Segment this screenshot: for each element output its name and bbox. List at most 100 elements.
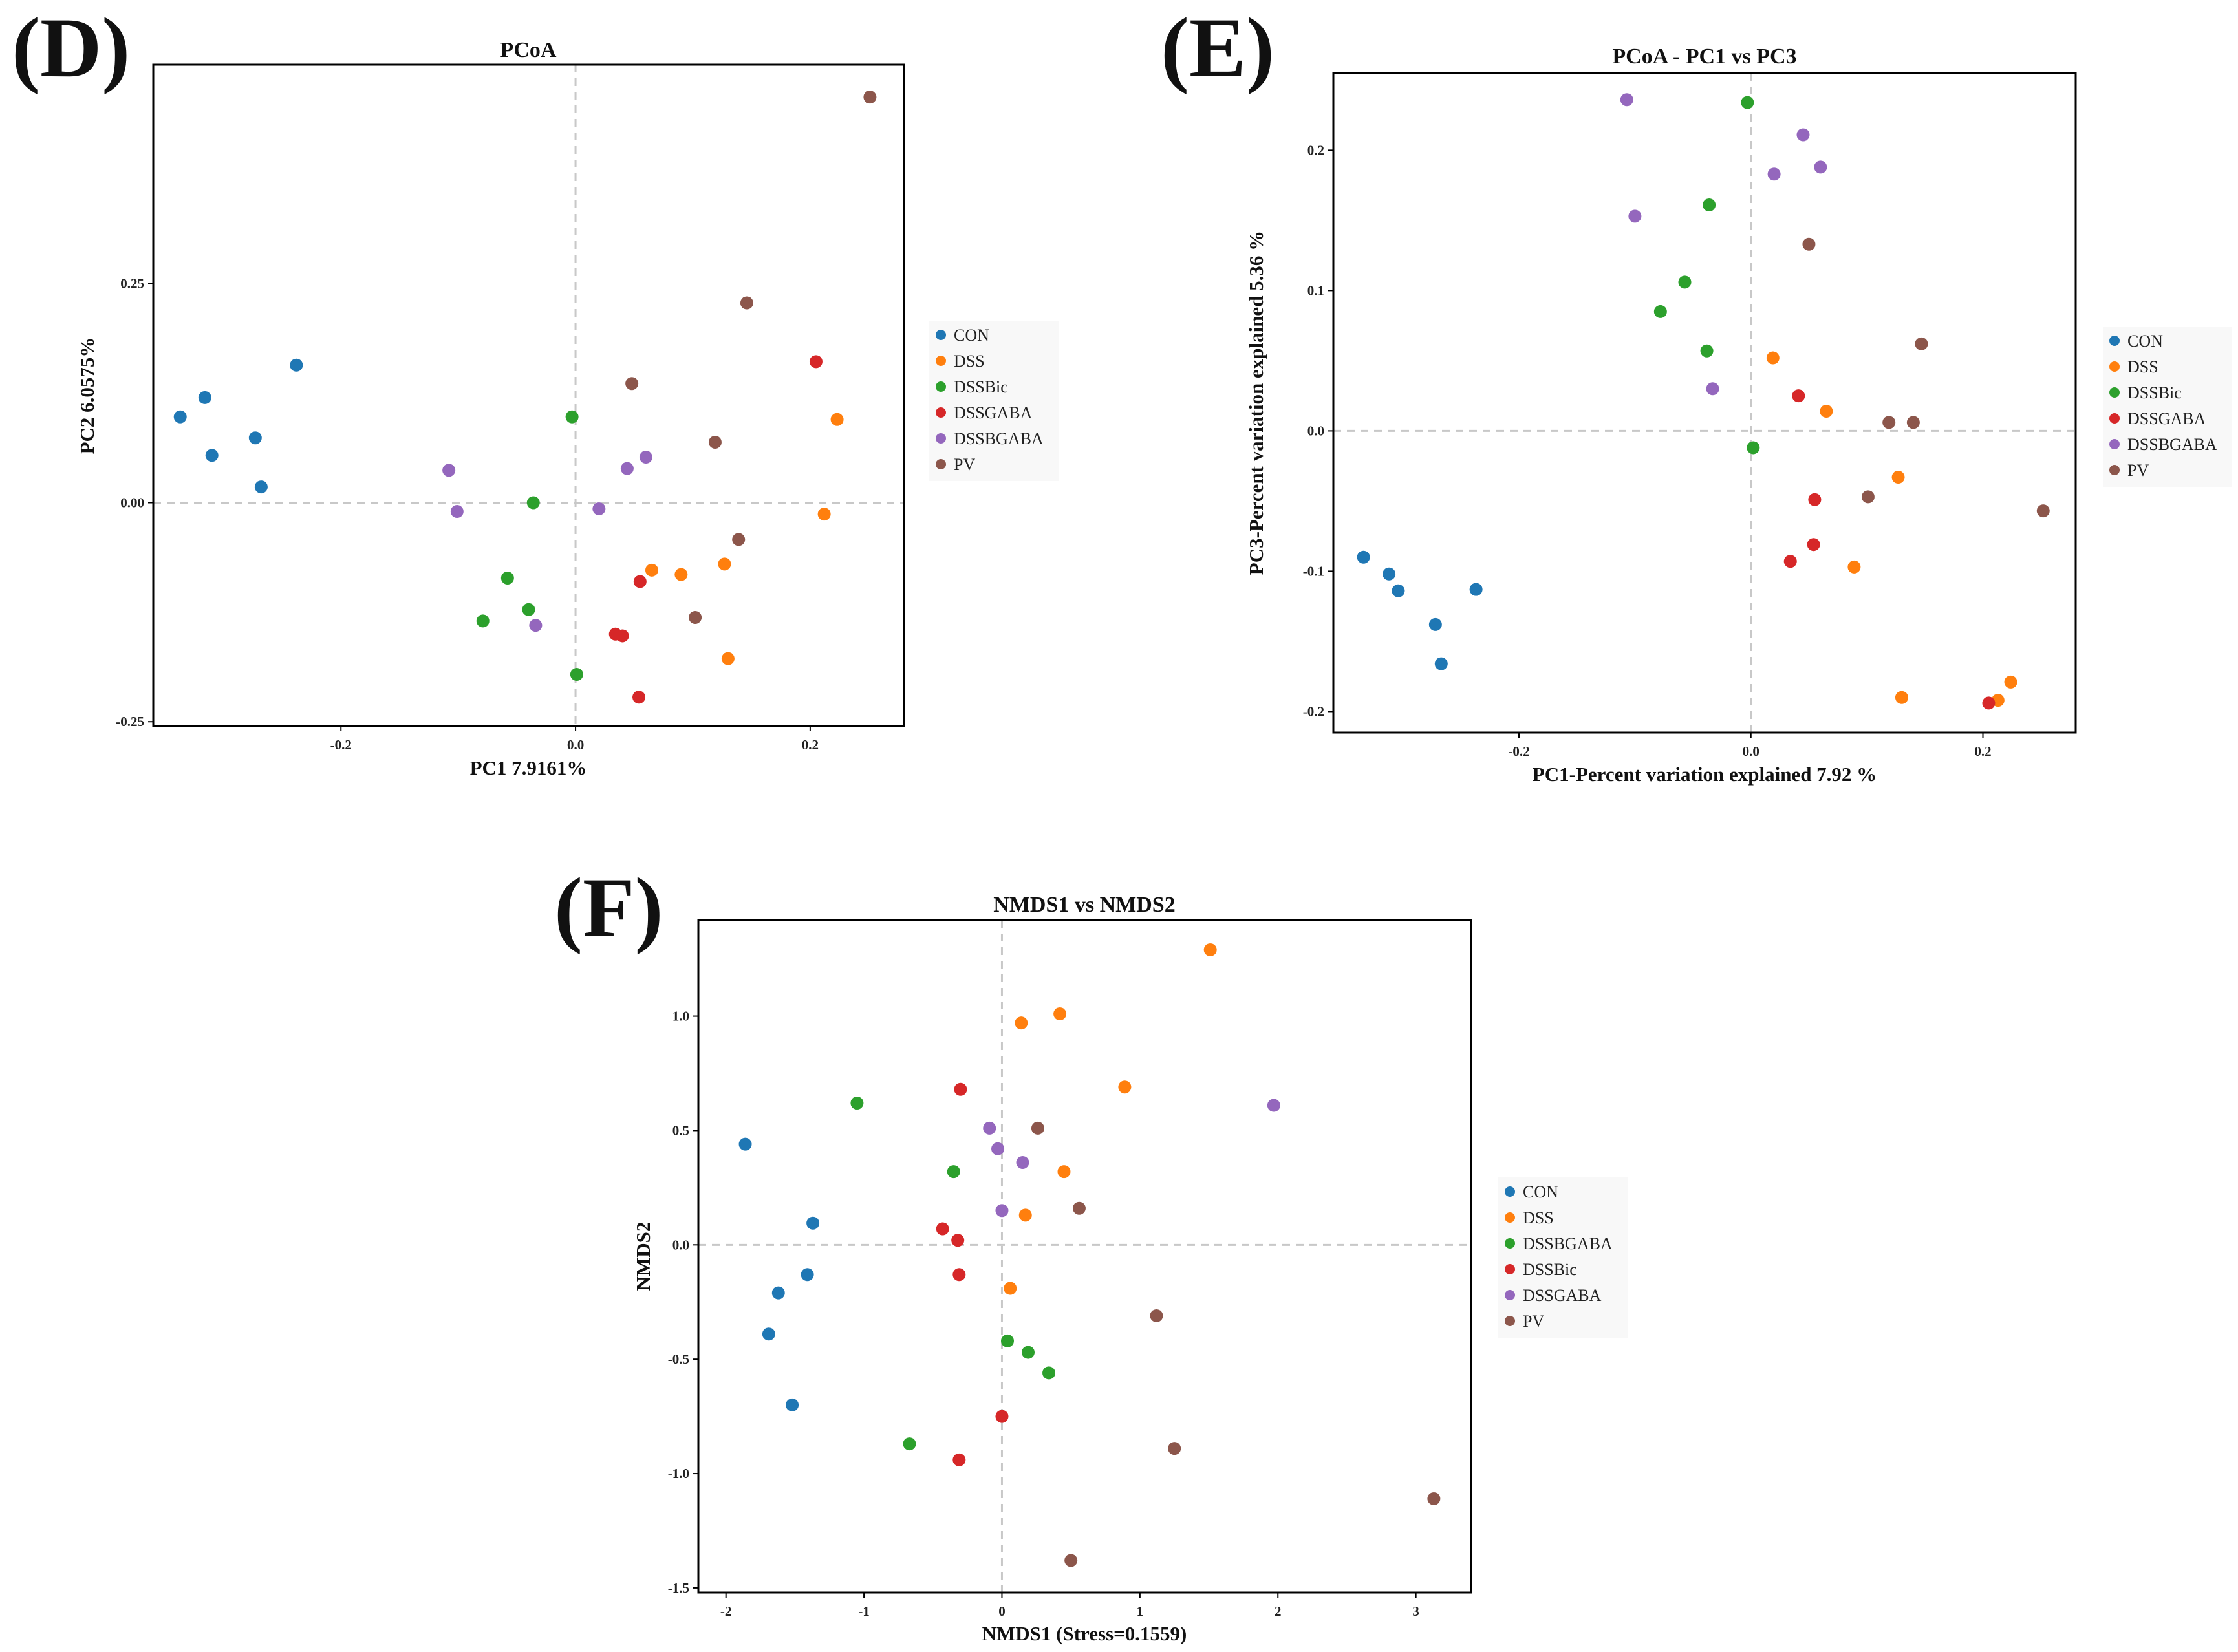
data-point-dssbic (1741, 96, 1754, 109)
y-tick-label: 0.5 (672, 1122, 689, 1138)
data-point-dss (1018, 1208, 1032, 1222)
data-point-dssbic (1700, 344, 1714, 358)
data-point-dss (1057, 1165, 1071, 1179)
y-tick-label: 0.0 (1307, 423, 1324, 438)
data-point-pv (625, 377, 639, 391)
data-point-dssbic (500, 572, 514, 585)
data-point-con (801, 1268, 814, 1282)
data-point-dssbic (952, 1453, 966, 1466)
legend-label: DSSBGABA (1523, 1234, 1613, 1253)
legend-label: DSS (1523, 1208, 1554, 1227)
chart-title: PCoA - PC1 vs PC3 (1612, 45, 1796, 69)
y-tick-label: 0.1 (1307, 283, 1324, 298)
legend-marker-con (1505, 1186, 1515, 1197)
data-point-pv (1906, 416, 1920, 429)
data-point-con (1428, 617, 1442, 631)
data-point-dssbgaba (529, 619, 543, 632)
y-tick-label: 0.25 (120, 276, 144, 292)
legend-label: CON (1523, 1183, 1558, 1201)
data-point-pv (1427, 1492, 1441, 1505)
legend-label: DSSGABA (1523, 1286, 1602, 1305)
data-point-dssgaba (1783, 555, 1797, 568)
data-point-con (205, 449, 219, 462)
data-point-dssbic (1653, 305, 1667, 318)
series-dssbgaba-points (442, 451, 652, 632)
series-dssbgaba-points (1620, 93, 1827, 396)
legend-marker-con (936, 330, 946, 340)
data-point-dss (718, 557, 731, 571)
data-point-dssbic (476, 614, 490, 628)
data-point-dssbgaba (1814, 160, 1827, 174)
data-point-dssbgaba (1767, 167, 1781, 181)
x-axis-label: PC1 7.9161% (470, 756, 587, 779)
chart-title: PCoA (500, 38, 557, 62)
data-point-dssbic (522, 603, 535, 616)
legend-background (2103, 327, 2232, 487)
nmds-chart: -2 -1 0 1 2 3 -1.5 -1.0 -0.5 0.0 0.5 1.0 NMDS1 vs NM… (632, 893, 1628, 1645)
y-axis-label: PC2 6.0575% (76, 338, 98, 455)
series-con-points (738, 1137, 820, 1411)
plot-frame (152, 63, 905, 727)
data-point-con (1434, 657, 1448, 670)
data-point-dss (830, 413, 844, 426)
y-tick-label: 1.0 (672, 1009, 689, 1024)
legend-background (1498, 1177, 1628, 1338)
data-point-dssgaba (1982, 696, 1996, 710)
legend-label: DSSBic (2127, 383, 2182, 402)
x-tick-label: 0.2 (1974, 744, 1991, 759)
data-point-dss (645, 563, 658, 577)
data-point-pv (732, 533, 746, 546)
legend-marker-dssgaba (1505, 1290, 1515, 1300)
y-axis-label: PC3-Percent variation explained 5.36 % (1245, 231, 1267, 575)
panel-label-f: (F) (554, 860, 663, 955)
data-point-dssbgaba (1001, 1334, 1014, 1347)
series-dssbic-points (936, 1082, 1009, 1466)
data-point-pv (740, 296, 753, 310)
x-tick-label: 1 (1137, 1604, 1144, 1619)
data-point-dssbgaba (947, 1165, 960, 1179)
plot-frame (1332, 72, 2077, 734)
data-point-dssbic (936, 1222, 949, 1236)
data-point-dss (721, 652, 735, 665)
legend-marker-pv (1505, 1316, 1515, 1326)
legend-label: CON (2127, 332, 2163, 350)
legend-marker-dssbic (2109, 387, 2120, 398)
legend-marker-dssbgaba (1505, 1238, 1515, 1249)
legend-label: DSSBic (954, 378, 1008, 396)
data-point-dss (2004, 675, 2017, 689)
legend-label: DSS (954, 352, 985, 370)
legend-marker-dssgaba (2109, 413, 2120, 424)
data-point-dssgaba (995, 1204, 1009, 1218)
x-axis-label: NMDS1 (Stress=0.1559) (982, 1622, 1187, 1645)
data-point-con (1469, 583, 1483, 596)
data-point-dss (1004, 1282, 1017, 1295)
series-pv-points (1031, 1121, 1441, 1567)
panel-label-d: (D) (12, 0, 131, 95)
legend: CON DSS DSSBGABA DSSBic DSSGABA PV (1498, 1177, 1628, 1338)
data-point-dssbgaba (592, 502, 606, 515)
plot-frame (697, 919, 1472, 1594)
series-dssgaba-points (1783, 389, 1996, 710)
legend-label: CON (954, 326, 989, 345)
data-point-con (1357, 550, 1370, 564)
data-point-con (198, 391, 211, 404)
y-tick-label: -0.5 (668, 1351, 689, 1367)
data-point-con (1392, 584, 1405, 597)
data-point-dss (1015, 1016, 1028, 1030)
y-axis-label: NMDS2 (632, 1222, 654, 1291)
series-pv-points (625, 91, 877, 624)
data-point-dss (1895, 691, 1908, 704)
panel-label-e: (E) (1161, 0, 1275, 95)
data-point-dss (817, 508, 831, 521)
x-axis-label: PC1-Percent variation explained 7.92 % (1533, 763, 1877, 786)
y-tick-label: -0.2 (1303, 703, 1324, 719)
y-tick-label: 0.00 (120, 495, 144, 510)
data-point-con (762, 1327, 775, 1341)
legend-label: DSSBGABA (954, 429, 1044, 448)
data-point-con (806, 1216, 820, 1230)
data-point-con (173, 410, 187, 424)
data-point-pv (1915, 337, 1928, 350)
series-pv-points (1802, 237, 2050, 518)
data-point-dss (1118, 1080, 1132, 1094)
legend-marker-dssbic (936, 381, 946, 392)
